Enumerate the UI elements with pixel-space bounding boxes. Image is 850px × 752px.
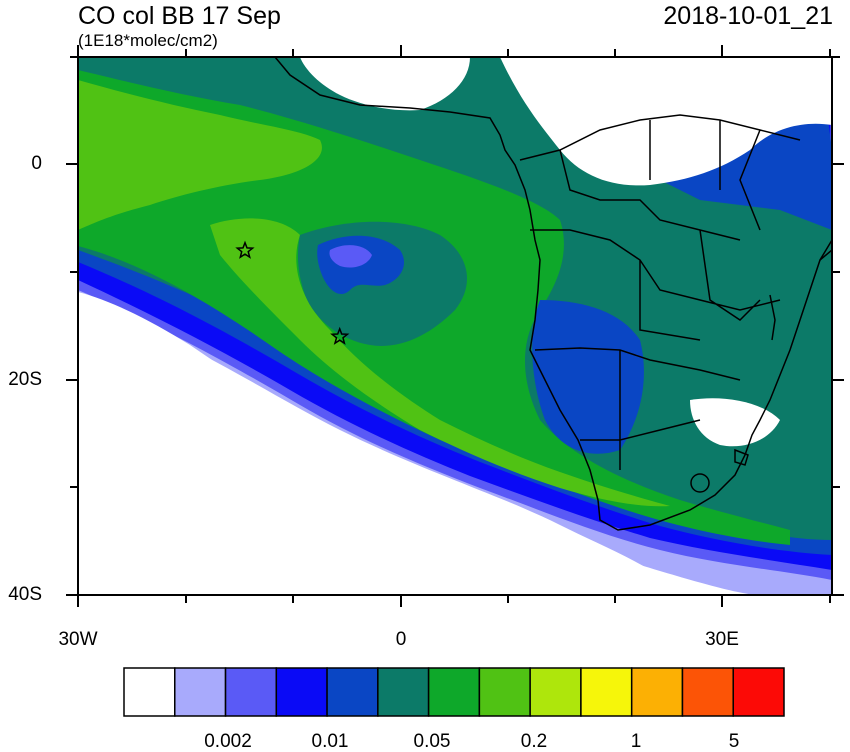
colorbar bbox=[123, 667, 785, 717]
colorbar-label-1: 1 bbox=[630, 731, 642, 752]
ylabel-20s: 20S bbox=[8, 369, 42, 390]
colorbar-swatch-0 bbox=[123, 667, 176, 717]
country-borders bbox=[519, 114, 801, 470]
map-title: CO col BB 17 Sep bbox=[78, 2, 281, 30]
colorbar-swatch-11 bbox=[681, 667, 734, 717]
africa-coastline bbox=[274, 57, 832, 531]
ylabel-40s: 40S bbox=[8, 584, 42, 605]
colorbar-swatch-2 bbox=[224, 667, 278, 717]
axis-ticks bbox=[66, 45, 844, 607]
colorbar-swatch-4 bbox=[326, 667, 379, 717]
colorbar-swatch-3 bbox=[275, 667, 328, 717]
xlabel-30w: 30W bbox=[58, 629, 98, 650]
star-marker-2 bbox=[330, 326, 350, 345]
datetime-label: 2018-10-01_21 bbox=[663, 2, 833, 30]
madagascar-outline bbox=[819, 249, 832, 261]
star-marker-1 bbox=[235, 240, 255, 259]
colorbar-label-0.01: 0.01 bbox=[311, 731, 349, 752]
xlabel-0: 0 bbox=[395, 629, 407, 650]
map-frame bbox=[77, 56, 833, 596]
lesotho-outline bbox=[690, 473, 710, 493]
colorbar-swatch-9 bbox=[580, 667, 633, 717]
coastline-layer bbox=[274, 57, 832, 531]
colorbar-swatch-7 bbox=[478, 667, 531, 717]
no-data-region bbox=[78, 292, 760, 595]
colorbar-label-5: 5 bbox=[728, 731, 740, 752]
lake-outline bbox=[769, 294, 776, 341]
marker-layer bbox=[235, 240, 350, 345]
colorbar-label-0.002: 0.002 bbox=[204, 731, 252, 752]
plume-layer-lightgreen bbox=[78, 80, 322, 230]
colorbar-swatch-10 bbox=[630, 667, 684, 717]
colorbar-label-0.05: 0.05 bbox=[413, 731, 451, 752]
colorbar-label-0.2: 0.2 bbox=[520, 731, 548, 752]
xlabel-30e: 30E bbox=[705, 629, 739, 650]
colorbar-swatch-8 bbox=[529, 667, 582, 717]
colorbar-swatch-1 bbox=[174, 667, 227, 717]
colorbar-swatch-12 bbox=[732, 667, 785, 717]
units-label: (1E18*molec/cm2) bbox=[78, 31, 218, 50]
colorbar-swatch-5 bbox=[377, 667, 430, 717]
ylabel-0: 0 bbox=[31, 153, 42, 174]
plume-field bbox=[78, 57, 832, 595]
colorbar-swatch-6 bbox=[427, 667, 481, 717]
